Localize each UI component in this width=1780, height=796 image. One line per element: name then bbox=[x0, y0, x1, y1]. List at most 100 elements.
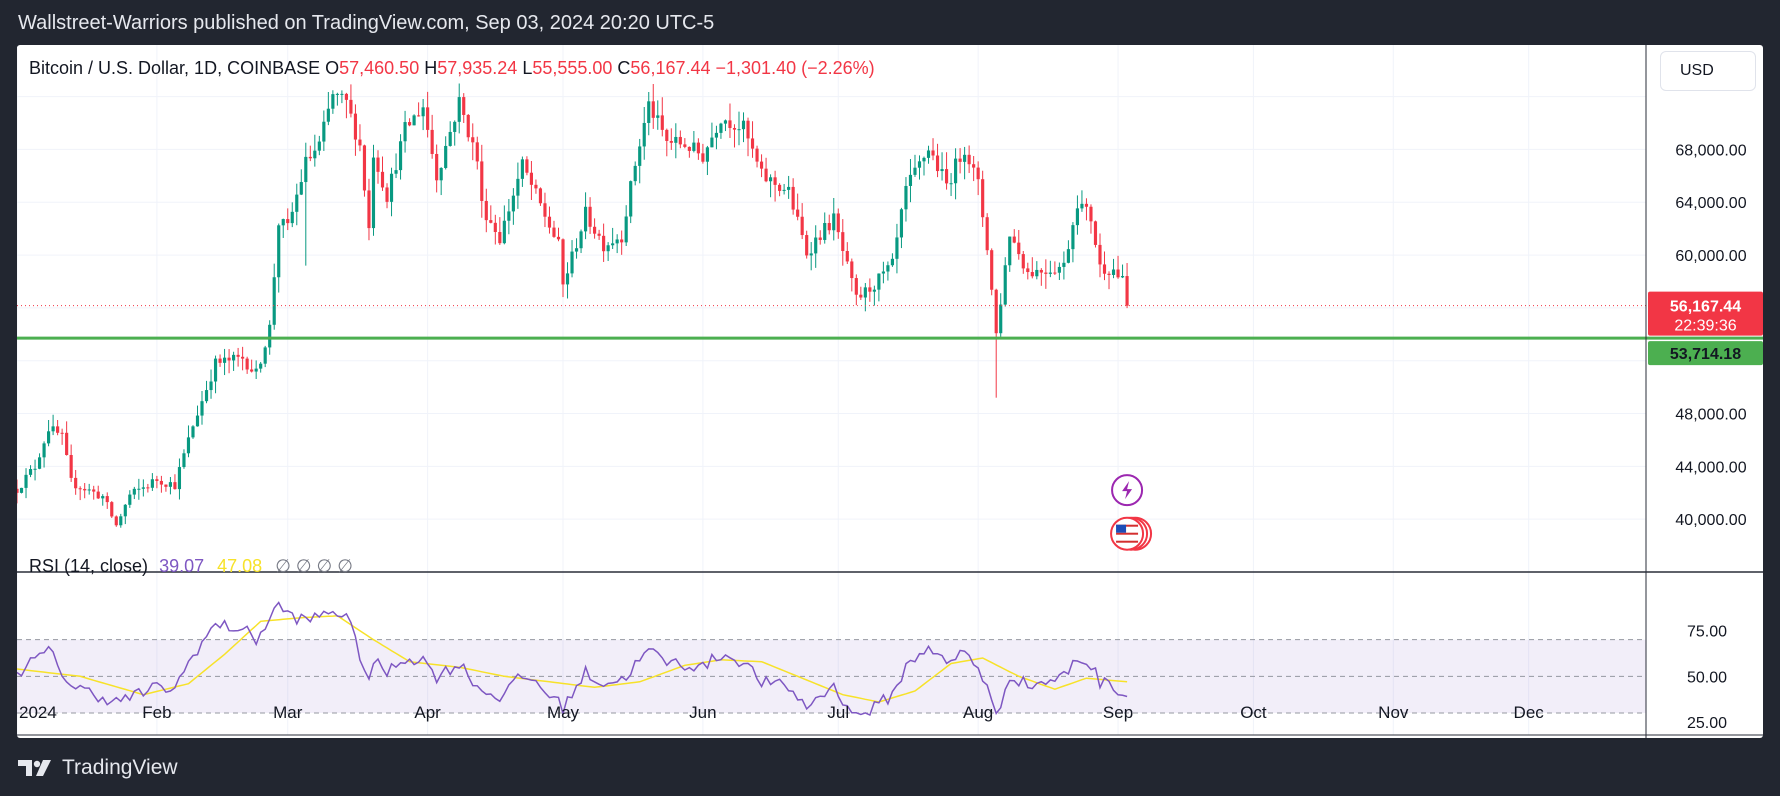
candle bbox=[227, 349, 231, 374]
candle-body bbox=[385, 187, 389, 202]
candle bbox=[832, 197, 836, 241]
candle-body bbox=[218, 358, 222, 363]
candle bbox=[624, 205, 628, 246]
candle bbox=[317, 135, 321, 156]
candle bbox=[850, 258, 854, 292]
candle-body bbox=[728, 120, 732, 128]
candle-body bbox=[606, 245, 610, 252]
candle bbox=[110, 501, 114, 518]
candle bbox=[696, 138, 700, 160]
candle-body bbox=[1116, 269, 1120, 278]
candle-body bbox=[60, 432, 64, 434]
candle bbox=[439, 167, 443, 196]
candle-body bbox=[92, 489, 96, 492]
candle-body bbox=[250, 369, 254, 372]
candle bbox=[1057, 262, 1061, 281]
candle-body bbox=[236, 354, 240, 357]
candle-body bbox=[222, 357, 227, 363]
candle-body bbox=[24, 474, 28, 488]
candle-body bbox=[430, 129, 434, 154]
candle bbox=[633, 161, 637, 186]
candle-body bbox=[913, 167, 917, 175]
candle bbox=[845, 242, 849, 265]
candle-body bbox=[83, 488, 87, 491]
candle bbox=[574, 238, 579, 259]
candle bbox=[958, 148, 962, 174]
candle-body bbox=[78, 488, 82, 490]
candle bbox=[164, 484, 168, 492]
candle bbox=[547, 206, 552, 234]
candle bbox=[277, 223, 281, 293]
candle bbox=[778, 183, 782, 197]
candle-body bbox=[245, 358, 249, 370]
candle-body bbox=[101, 496, 105, 499]
candle-body bbox=[403, 122, 407, 142]
candle-body bbox=[886, 265, 890, 272]
candle-body bbox=[872, 289, 876, 292]
candle-body bbox=[56, 426, 60, 433]
candle bbox=[426, 91, 430, 138]
candle-body bbox=[565, 273, 570, 285]
currency-button[interactable]: USD bbox=[1660, 51, 1756, 91]
candle bbox=[254, 360, 258, 379]
candle-body bbox=[805, 235, 809, 256]
candle bbox=[448, 121, 452, 147]
candle-body bbox=[868, 287, 872, 292]
candle-body bbox=[696, 142, 700, 154]
candle-body bbox=[741, 120, 746, 130]
candle-body bbox=[917, 161, 922, 168]
candle-body bbox=[1075, 208, 1080, 226]
candle-body bbox=[579, 231, 583, 249]
candle-body bbox=[561, 239, 565, 285]
time-tick-label: Feb bbox=[142, 703, 171, 722]
candle-body bbox=[588, 206, 592, 227]
candle bbox=[611, 227, 615, 250]
candle-body bbox=[353, 113, 358, 140]
candle-body bbox=[47, 431, 51, 444]
candle bbox=[119, 513, 123, 528]
candle bbox=[511, 188, 515, 225]
flag-stripe bbox=[1116, 524, 1139, 527]
time-tick-label: Dec bbox=[1514, 703, 1545, 722]
candle-body bbox=[823, 223, 827, 240]
candle bbox=[1125, 263, 1129, 309]
tradingview-brand: TradingView bbox=[62, 756, 178, 779]
candle-body bbox=[723, 120, 728, 124]
candle bbox=[236, 347, 240, 367]
candle-body bbox=[1012, 236, 1016, 243]
candle-body bbox=[647, 101, 651, 123]
candle bbox=[218, 354, 222, 367]
candle bbox=[908, 159, 913, 203]
candle bbox=[313, 134, 317, 167]
candle-body bbox=[137, 488, 141, 490]
candle bbox=[755, 145, 759, 168]
candle-body bbox=[1102, 264, 1107, 274]
candle-body bbox=[398, 141, 403, 171]
candle-body bbox=[462, 97, 466, 115]
candle-body bbox=[782, 189, 786, 191]
time-tick-label: May bbox=[547, 703, 580, 722]
low-label: L bbox=[522, 58, 533, 78]
candle bbox=[529, 160, 534, 200]
flag-stripe bbox=[1116, 528, 1139, 531]
candle-body bbox=[1048, 272, 1052, 274]
candle bbox=[245, 356, 249, 374]
candle-body bbox=[290, 211, 294, 224]
symbol-legend: Bitcoin / U.S. Dollar, 1D, COINBASE O57,… bbox=[29, 58, 875, 79]
candle-body bbox=[994, 289, 998, 334]
candle bbox=[146, 483, 150, 493]
candle bbox=[1093, 220, 1098, 248]
price-chart-svg[interactable]: 40,000.00 44,000.00 48,000.00 60,000.00 64,0… bbox=[17, 45, 1763, 738]
candle-body bbox=[507, 211, 511, 221]
candle bbox=[593, 218, 597, 239]
candle bbox=[606, 242, 610, 262]
candle-body bbox=[863, 287, 867, 298]
candle bbox=[859, 286, 863, 301]
candle bbox=[556, 227, 561, 242]
candle-body bbox=[1111, 269, 1116, 275]
candle bbox=[769, 174, 773, 198]
candle bbox=[728, 103, 732, 138]
candle bbox=[241, 346, 245, 371]
candle-body bbox=[322, 121, 326, 142]
candle bbox=[877, 273, 881, 302]
